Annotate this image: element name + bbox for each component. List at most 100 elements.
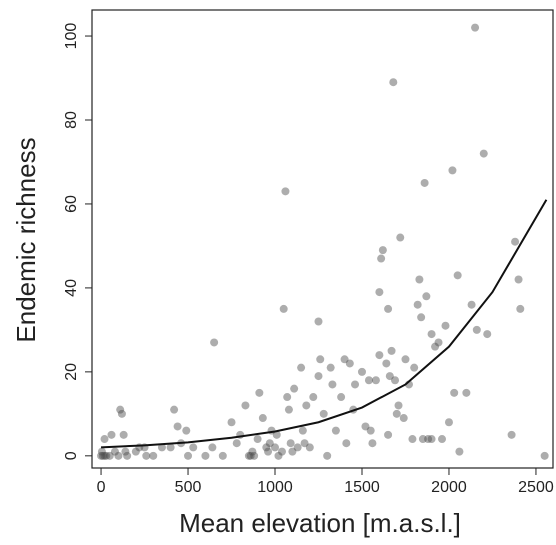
point	[201, 451, 210, 460]
point	[288, 447, 297, 456]
point	[427, 435, 436, 444]
point	[483, 330, 492, 339]
x-tick-label: 500	[175, 479, 202, 496]
point	[342, 439, 351, 448]
point	[448, 166, 457, 175]
y-tick-label: 40	[63, 279, 80, 297]
point	[375, 351, 384, 360]
point	[417, 313, 426, 322]
point	[297, 363, 306, 372]
point	[272, 430, 281, 439]
point	[507, 430, 516, 439]
point	[319, 409, 328, 418]
point	[184, 451, 193, 460]
point	[418, 435, 427, 444]
point	[413, 300, 422, 309]
point	[427, 330, 436, 339]
point	[479, 149, 488, 158]
point	[462, 388, 471, 397]
point	[100, 435, 109, 444]
y-tick-label: 60	[63, 195, 80, 213]
point	[326, 363, 335, 372]
point	[364, 376, 373, 385]
point	[264, 447, 273, 456]
point	[218, 451, 227, 460]
point	[471, 23, 480, 32]
point	[309, 393, 318, 402]
point	[110, 447, 119, 456]
point	[438, 435, 447, 444]
point	[246, 451, 255, 460]
point	[281, 187, 290, 196]
point	[97, 447, 106, 456]
point	[227, 418, 236, 427]
point	[382, 359, 391, 368]
y-tick-label: 0	[63, 451, 80, 460]
point	[422, 292, 431, 301]
point	[401, 355, 410, 364]
point	[424, 435, 433, 444]
point	[431, 342, 440, 351]
point	[253, 435, 262, 444]
point	[328, 380, 337, 389]
point	[455, 447, 464, 456]
fit-curve	[100, 199, 548, 449]
x-tick-label: 1500	[344, 479, 380, 496]
point	[453, 271, 462, 280]
point	[232, 439, 241, 448]
point	[408, 435, 417, 444]
point	[123, 451, 132, 460]
point	[389, 78, 398, 87]
point	[290, 384, 299, 393]
point	[384, 430, 393, 439]
point	[102, 451, 111, 460]
point	[248, 447, 257, 456]
point	[472, 325, 481, 334]
point	[262, 443, 271, 452]
point	[357, 367, 366, 376]
point	[121, 447, 130, 456]
point	[314, 372, 323, 381]
x-tick-label: 0	[97, 479, 106, 496]
x-tick-label: 2000	[431, 479, 467, 496]
y-tick-label: 100	[63, 23, 80, 50]
x-tick-label: 2500	[518, 479, 554, 496]
point	[316, 355, 325, 364]
x-axis-title: Mean elevation [m.a.s.l.]	[179, 508, 461, 538]
point	[279, 304, 288, 313]
point	[241, 401, 250, 410]
point	[540, 451, 549, 460]
point	[467, 300, 476, 309]
point	[366, 426, 375, 435]
point	[371, 376, 380, 385]
point	[516, 304, 525, 313]
point	[375, 288, 384, 297]
point	[399, 414, 408, 423]
point	[277, 447, 286, 456]
point	[300, 439, 309, 448]
point	[323, 451, 332, 460]
point	[302, 401, 311, 410]
point	[444, 418, 453, 427]
point	[97, 451, 106, 460]
point	[107, 430, 116, 439]
point	[420, 178, 429, 187]
point	[250, 451, 259, 460]
point	[305, 443, 314, 452]
point	[410, 363, 419, 372]
point	[385, 372, 394, 381]
point	[394, 401, 403, 410]
point	[298, 426, 307, 435]
point	[210, 338, 219, 347]
point	[378, 246, 387, 255]
x-tick-label: 1000	[257, 479, 293, 496]
y-tick-label: 80	[63, 111, 80, 129]
point	[173, 422, 182, 431]
point	[208, 443, 217, 452]
point	[361, 422, 370, 431]
point	[149, 451, 158, 460]
point	[100, 451, 109, 460]
point	[255, 388, 264, 397]
